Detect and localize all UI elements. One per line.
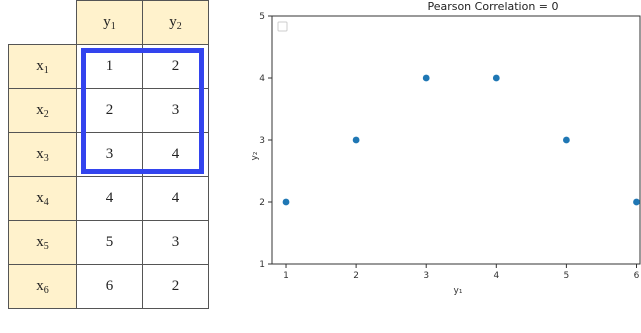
y-axis-label: y₂: [250, 151, 260, 160]
scatter-point: [352, 136, 360, 144]
cell-x5-y2: 3: [142, 220, 209, 265]
y-tick-label: 3: [259, 136, 265, 146]
cell-x4-y1: 4: [76, 176, 143, 221]
y-tick-label: 5: [259, 12, 265, 22]
point-group: [282, 74, 640, 206]
table-row: x5 5 3: [8, 220, 209, 265]
row-header-x1: x1: [8, 44, 77, 89]
table-row: x6 6 2: [8, 264, 209, 309]
cell-x6-y1: 6: [76, 264, 143, 309]
y-tick-label: 2: [259, 198, 265, 208]
x-tick-label: 2: [353, 271, 359, 281]
row-header-x3: x3: [8, 132, 77, 177]
cell-x4-y2: 4: [142, 176, 209, 221]
scatter-point: [282, 198, 290, 206]
plot-frame: [271, 15, 641, 265]
col-header-y1: y1: [76, 0, 143, 45]
scatter-point: [633, 198, 640, 206]
x-tick-label: 3: [423, 271, 429, 281]
x-axis-label: y₁: [454, 286, 463, 296]
row-header-x5: x5: [8, 220, 77, 265]
cell-x2-y2: 3: [142, 88, 209, 133]
scatter-point: [492, 74, 500, 82]
x-tick-label: 1: [283, 271, 289, 281]
legend-box: [277, 21, 288, 32]
highlight-box: [81, 48, 204, 174]
x-tick-label: 4: [493, 271, 499, 281]
row-header-x2: x2: [8, 88, 77, 133]
row-header-x4: x4: [8, 176, 77, 221]
tick-group: 1 2 3 4 5 6 1 2 3 4 5: [259, 12, 639, 281]
y-tick-label: 1: [259, 260, 265, 270]
table-row: x2 2 3: [8, 88, 209, 133]
cell-x5-y1: 5: [76, 220, 143, 265]
scatter-point: [563, 136, 570, 144]
x-tick-label: 5: [564, 271, 570, 281]
data-table: y1 y2 x1 1 2 x2 2 3 x3 3 4 x4 4 4 x5 5 3: [8, 0, 209, 309]
x-tick-label: 6: [634, 271, 640, 281]
chart-title: Pearson Correlation = 0: [427, 0, 558, 13]
cell-x2-y1: 2: [76, 88, 143, 133]
table-row: x4 4 4: [8, 176, 209, 221]
col-header-y2: y2: [142, 0, 209, 45]
row-header-x6: x6: [8, 264, 77, 309]
header-row: y1 y2: [9, 0, 209, 45]
scatter-point: [422, 74, 430, 82]
cell-x6-y2: 2: [142, 264, 209, 309]
y-tick-label: 4: [259, 74, 265, 84]
